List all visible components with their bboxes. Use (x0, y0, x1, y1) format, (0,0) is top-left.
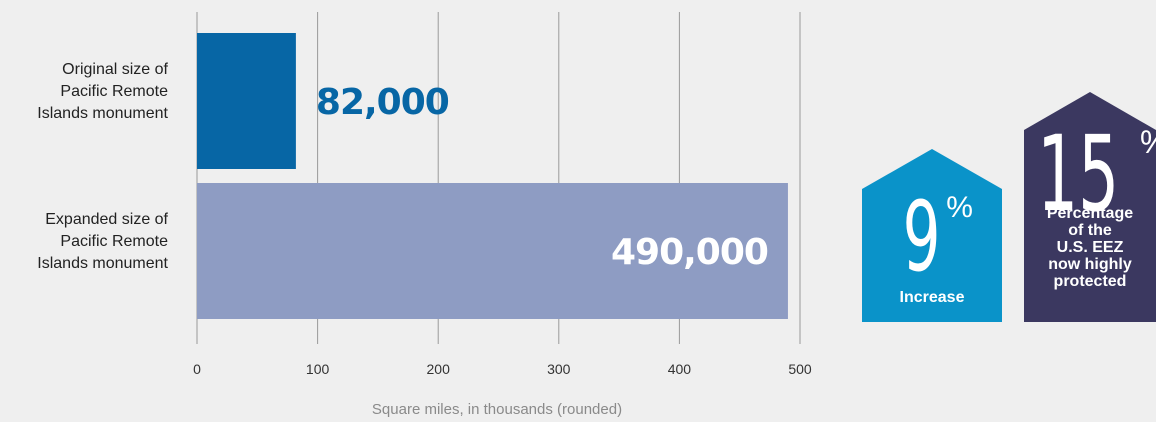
caption-line: of the (1068, 222, 1112, 239)
bar (197, 183, 788, 319)
caption-line: protected (1053, 273, 1127, 290)
bars: 82,000 490,000 (197, 33, 788, 319)
x-tick-label: 400 (668, 361, 692, 377)
eez-protected-value: 15 % (1024, 122, 1156, 226)
data-label: 82,000 (316, 82, 449, 123)
increase-number: 9 (902, 181, 941, 293)
increase-caption: Increase (899, 289, 965, 306)
category-label-line: Islands monument (37, 255, 168, 272)
category-label-line: Original size of (62, 61, 168, 78)
x-axis-title: Square miles, in thousands (rounded) (372, 401, 622, 418)
caption-line: Percentage (1046, 205, 1134, 222)
increase-unit: % (946, 191, 973, 224)
x-tick-label: 200 (427, 361, 451, 377)
increase-badge: 9 % Increase (862, 149, 1002, 322)
eez-protected-badge: 15 % Percentage of the U.S. EEZ now high… (1024, 92, 1156, 322)
data-label: 490,000 (611, 232, 768, 273)
x-tick-label: 500 (788, 361, 812, 377)
caption-line: now highly (1048, 256, 1132, 273)
eez-protected-unit: % (1140, 126, 1156, 158)
category-label-line: Expanded size of (45, 211, 168, 228)
caption-line: U.S. EEZ (1056, 239, 1124, 256)
increase-value: 9 % (862, 189, 1002, 285)
x-axis-ticks: 0 100 200 300 400 500 (193, 361, 812, 377)
x-tick-label: 100 (306, 361, 330, 377)
category-label: Original size of Pacific Remote Islands mo… (37, 61, 168, 122)
house-shape-icon (862, 149, 1002, 322)
x-tick-label: 300 (547, 361, 571, 377)
category-labels: Original size of Pacific Remote Islands mo… (37, 61, 168, 272)
x-tick-label: 0 (193, 361, 201, 377)
category-label-line: Islands monument (37, 105, 168, 122)
eez-protected-number: 15 (1036, 113, 1119, 235)
category-label-line: Pacific Remote (60, 233, 168, 250)
bar (197, 33, 296, 169)
category-label-line: Pacific Remote (60, 83, 168, 100)
eez-protected-caption: Percentage of the U.S. EEZ now highly pr… (1024, 205, 1156, 290)
house-shape-icon (1024, 92, 1156, 322)
category-label: Expanded size of Pacific Remote Islands mo… (37, 211, 168, 272)
